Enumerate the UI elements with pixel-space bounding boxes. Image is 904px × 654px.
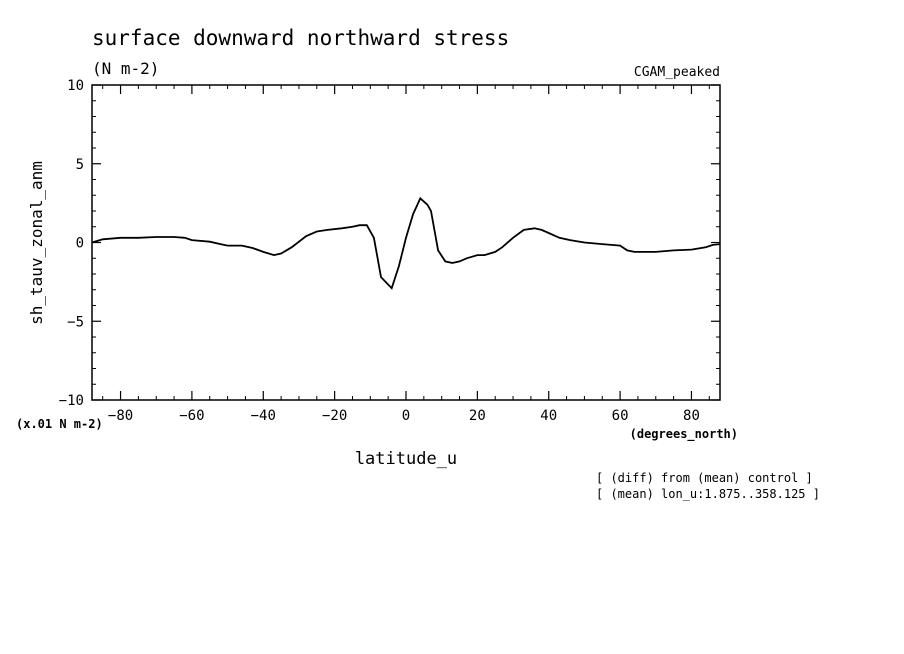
x-tick-label: 60 — [612, 408, 629, 424]
chart-subtitle: (N m-2) — [92, 59, 159, 78]
x-tick-label: −60 — [179, 408, 204, 424]
x-tick-label: 0 — [402, 408, 410, 424]
note-mean: [ (mean) lon_u:1.875..358.125 ] — [596, 487, 820, 501]
plot-frame — [91, 84, 721, 401]
x-tick-label: −20 — [322, 408, 347, 424]
minor-ticks — [92, 85, 720, 400]
x-tick-label: 20 — [469, 408, 486, 424]
x-axis-units: (degrees_north) — [630, 427, 738, 442]
dataset-label: CGAM_peaked — [634, 65, 720, 80]
chart-title: surface downward northward stress — [92, 26, 509, 50]
y-axis-label: sh_tauv_zonal_anm — [27, 161, 46, 325]
y-tick-label: 0 — [76, 236, 84, 252]
y-axis-ticks: −10 −5 0 5 10 — [59, 78, 720, 409]
x-axis-label: latitude_u — [355, 449, 457, 469]
y-tick-label: 10 — [67, 78, 84, 94]
x-tick-label: −80 — [108, 408, 133, 424]
y-axis-units: (x.01 N m-2) — [16, 417, 103, 431]
x-tick-label: −40 — [251, 408, 276, 424]
x-axis-ticks: −80 −60 −40 −20 0 20 40 60 80 — [108, 85, 700, 424]
plot-area: −80 −60 −40 −20 0 20 40 60 80 −10 −5 0 5 10 — [59, 78, 721, 424]
series-line — [91, 196, 721, 290]
y-tick-label: −5 — [67, 314, 84, 330]
y-tick-label: 5 — [76, 157, 84, 173]
x-tick-label: 40 — [540, 408, 557, 424]
y-tick-label: −10 — [59, 393, 84, 409]
note-diff: [ (diff) from (mean) control ] — [596, 471, 813, 485]
x-tick-label: 80 — [683, 408, 700, 424]
